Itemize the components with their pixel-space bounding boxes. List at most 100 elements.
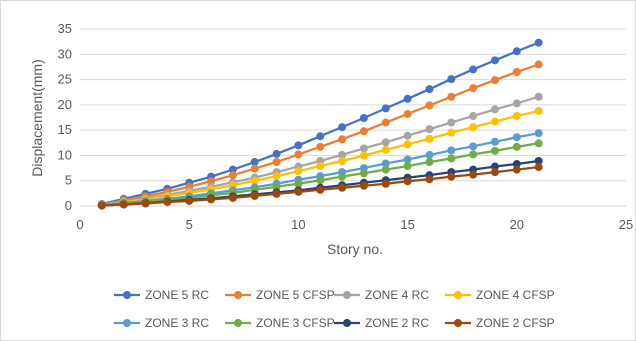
data-point: [469, 150, 478, 159]
data-point: [490, 117, 499, 126]
data-point: [316, 162, 325, 171]
data-point: [512, 165, 521, 174]
data-point: [534, 106, 543, 115]
data-point: [338, 123, 347, 132]
data-point: [359, 114, 368, 123]
legend-label: ZONE 2 RC: [365, 316, 429, 330]
data-point: [425, 101, 434, 110]
series-lines: [97, 38, 543, 210]
data-point: [359, 181, 368, 190]
data-point: [272, 182, 281, 191]
data-point: [272, 172, 281, 181]
data-point: [512, 142, 521, 151]
data-point: [228, 165, 237, 174]
data-point: [469, 84, 478, 93]
legend-marker: [343, 319, 351, 327]
data-point: [403, 94, 412, 103]
data-point: [359, 144, 368, 153]
legend-item: ZONE 2 RC: [334, 316, 429, 330]
y-tick-label: 35: [58, 21, 72, 36]
x-tick-label: 25: [619, 217, 633, 232]
legend-item: ZONE 3 CFSP: [225, 316, 335, 330]
data-point: [425, 125, 434, 134]
legend-marker: [454, 319, 462, 327]
data-point: [403, 155, 412, 164]
data-point: [534, 92, 543, 101]
data-point: [272, 149, 281, 158]
data-point: [469, 65, 478, 74]
data-point: [490, 146, 499, 155]
data-point: [447, 75, 456, 84]
data-point: [490, 76, 499, 85]
data-point: [403, 109, 412, 118]
data-point: [490, 56, 499, 65]
data-point: [469, 111, 478, 120]
data-point: [338, 156, 347, 165]
y-tick-label: 10: [58, 147, 72, 162]
legend-marker: [123, 319, 131, 327]
data-point: [490, 137, 499, 146]
data-point: [381, 138, 390, 147]
data-point: [185, 196, 194, 205]
data-point: [250, 176, 259, 185]
data-point: [447, 154, 456, 163]
x-axis-title: Story no.: [327, 241, 383, 257]
data-point: [425, 175, 434, 184]
data-point: [359, 127, 368, 136]
legend-label: ZONE 3 RC: [145, 316, 209, 330]
data-point: [534, 139, 543, 148]
x-tick-labels: 0 5 10 15 20 25: [76, 217, 633, 232]
data-point: [512, 67, 521, 76]
data-point: [447, 92, 456, 101]
data-point: [207, 177, 216, 186]
legend-item: ZONE 2 CFSP: [445, 316, 555, 330]
data-point: [512, 99, 521, 108]
data-point: [294, 167, 303, 176]
data-point: [469, 170, 478, 179]
legend-item: ZONE 4 CFSP: [445, 288, 555, 302]
data-point: [403, 162, 412, 171]
y-tick-label: 15: [58, 122, 72, 137]
data-point: [534, 38, 543, 47]
legend-item: ZONE 5 CFSP: [225, 288, 335, 302]
legend-label: ZONE 4 RC: [365, 288, 429, 302]
data-point: [425, 134, 434, 143]
data-point: [447, 172, 456, 181]
legend-item: ZONE 5 RC: [114, 288, 209, 302]
y-tick-label: 30: [58, 46, 72, 61]
data-point: [534, 163, 543, 172]
data-point: [381, 159, 390, 168]
legend-label: ZONE 2 CFSP: [476, 316, 555, 330]
data-point: [250, 164, 259, 173]
data-point: [272, 158, 281, 167]
data-point: [316, 176, 325, 185]
data-point: [228, 193, 237, 202]
data-point: [534, 156, 543, 165]
data-point: [403, 177, 412, 186]
data-point: [316, 185, 325, 194]
series-8: [97, 163, 543, 210]
data-point: [425, 85, 434, 94]
y-tick-label: 0: [65, 198, 72, 213]
data-point: [381, 145, 390, 154]
legend-marker: [123, 291, 131, 299]
data-point: [512, 111, 521, 120]
data-point: [338, 135, 347, 144]
data-point: [403, 131, 412, 140]
x-tick-label: 5: [186, 217, 193, 232]
data-point: [316, 132, 325, 141]
x-tick-label: 20: [510, 217, 524, 232]
data-point: [381, 165, 390, 174]
data-point: [207, 195, 216, 204]
data-point: [294, 150, 303, 159]
data-point: [534, 129, 543, 138]
y-tick-label: 5: [65, 173, 72, 188]
y-tick-label: 20: [58, 97, 72, 112]
data-point: [250, 158, 259, 167]
data-point: [469, 123, 478, 132]
data-point: [119, 200, 128, 209]
data-point: [163, 197, 172, 206]
x-tick-label: 10: [291, 217, 305, 232]
